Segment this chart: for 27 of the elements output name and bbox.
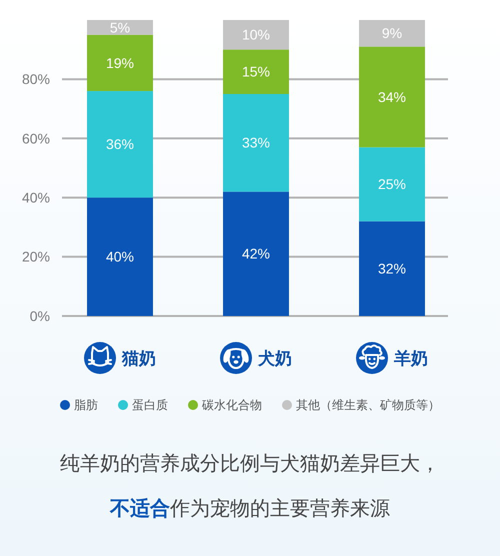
- data-label: 32%: [378, 260, 406, 277]
- data-label: 33%: [242, 134, 270, 151]
- data-label: 15%: [242, 64, 270, 80]
- x-tick-label: 猫奶: [121, 349, 156, 368]
- data-label: 34%: [378, 88, 406, 105]
- data-label: 25%: [378, 176, 406, 192]
- legend-label: 脂肪: [74, 398, 98, 412]
- legend-label: 其他（维生素、矿物质等）: [296, 398, 440, 412]
- text: 不适合: [109, 497, 170, 520]
- data-label: 9%: [382, 25, 402, 42]
- text: 作为宠物的主要营养来源: [169, 497, 390, 520]
- y-tick-label: 80%: [22, 71, 50, 88]
- data-label: 5%: [110, 19, 130, 36]
- data-label: 36%: [106, 136, 134, 152]
- data-label: 42%: [242, 246, 270, 262]
- y-tick-label: 20%: [22, 248, 50, 265]
- x-tick-label: 犬奶: [257, 349, 292, 368]
- text: 纯羊奶的营养成分比例与犬猫奶差异巨大，: [60, 453, 440, 475]
- y-tick-label: 40%: [22, 190, 50, 206]
- data-label: 10%: [242, 26, 270, 43]
- data-label: 19%: [106, 54, 134, 71]
- y-tick-label: 0%: [30, 308, 50, 324]
- data-label: 40%: [106, 248, 134, 265]
- legend-label: 蛋白质: [132, 398, 168, 412]
- y-tick-label: 60%: [22, 130, 50, 146]
- legend-label: 碳水化合物: [201, 398, 262, 412]
- x-tick-label: 羊奶: [393, 349, 428, 368]
